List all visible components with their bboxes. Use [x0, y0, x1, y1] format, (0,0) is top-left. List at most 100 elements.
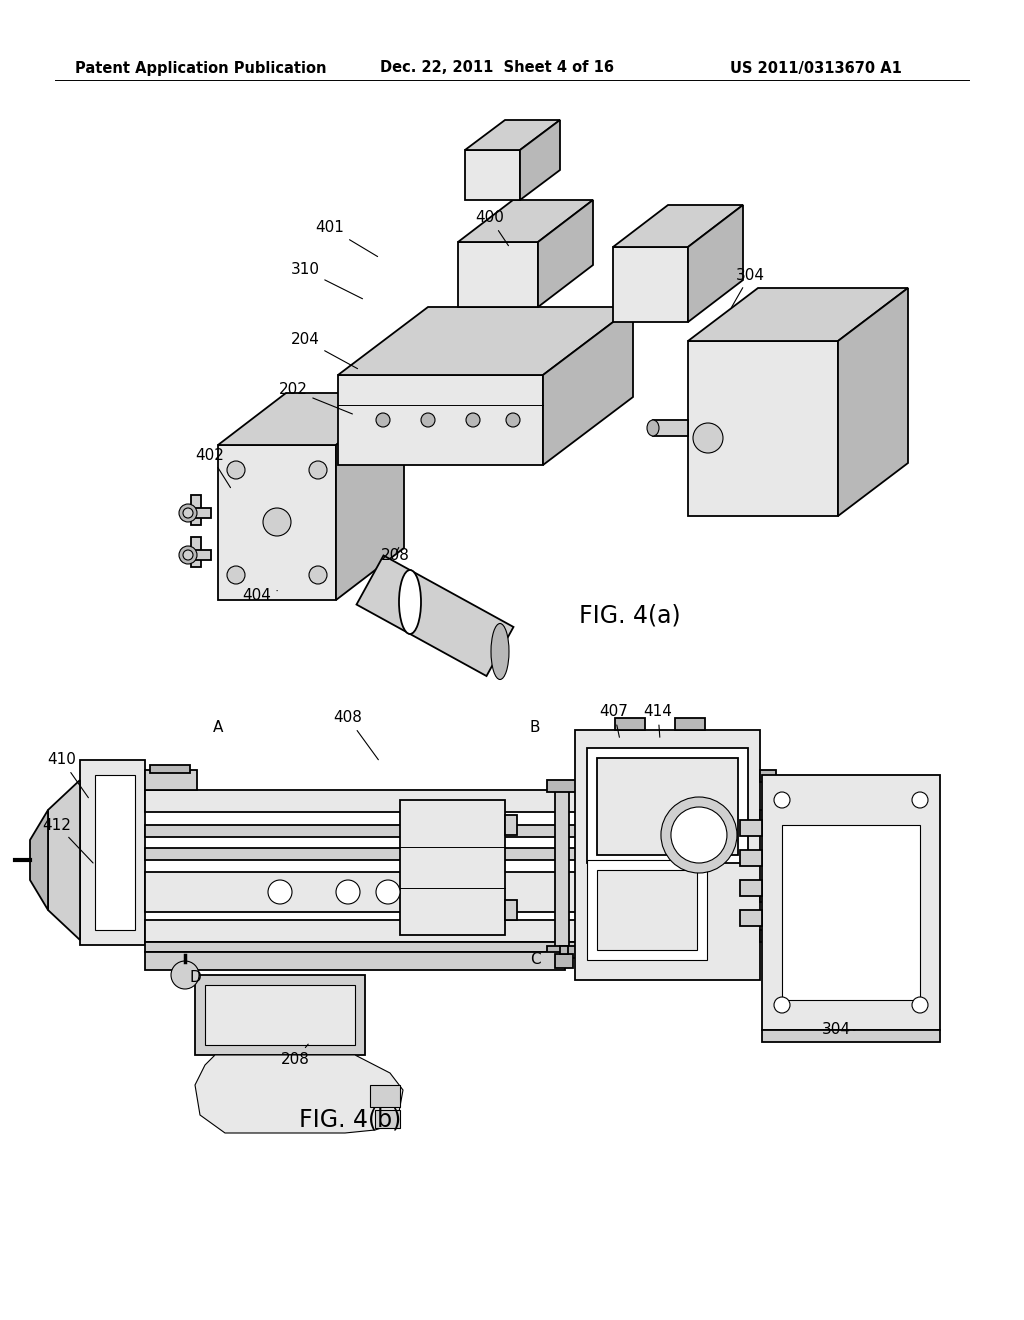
Circle shape: [376, 880, 400, 904]
Circle shape: [179, 546, 197, 564]
Bar: [760, 850, 776, 862]
Bar: [205, 985, 355, 1045]
Bar: [498, 294, 510, 308]
Bar: [505, 814, 517, 836]
Circle shape: [336, 880, 360, 904]
Ellipse shape: [647, 420, 659, 436]
Circle shape: [912, 997, 928, 1012]
Text: FIG. 4(b): FIG. 4(b): [299, 1107, 401, 1133]
Bar: [145, 847, 590, 861]
Text: 202: 202: [279, 383, 352, 414]
Bar: [95, 775, 135, 931]
Bar: [145, 770, 197, 789]
Polygon shape: [653, 420, 688, 436]
Circle shape: [268, 880, 292, 904]
Polygon shape: [688, 288, 908, 341]
Polygon shape: [48, 780, 80, 940]
Bar: [145, 952, 565, 970]
Text: D: D: [189, 970, 201, 986]
Circle shape: [693, 422, 723, 453]
Text: 414: 414: [643, 705, 673, 738]
Bar: [191, 537, 201, 568]
Bar: [505, 900, 517, 920]
Ellipse shape: [490, 623, 509, 680]
Polygon shape: [520, 120, 560, 201]
Circle shape: [660, 797, 737, 873]
Polygon shape: [218, 393, 404, 445]
Circle shape: [227, 566, 245, 583]
Text: Patent Application Publication: Patent Application Publication: [75, 61, 327, 75]
Polygon shape: [613, 247, 688, 322]
Bar: [183, 550, 211, 560]
Circle shape: [912, 792, 928, 808]
Circle shape: [466, 413, 480, 426]
Polygon shape: [688, 341, 838, 516]
Circle shape: [263, 508, 291, 536]
Bar: [191, 495, 201, 525]
Bar: [555, 788, 569, 948]
Bar: [615, 718, 645, 730]
Bar: [762, 775, 940, 1030]
Polygon shape: [356, 556, 513, 676]
Bar: [762, 1030, 940, 1041]
Text: 404: 404: [243, 587, 278, 602]
Bar: [740, 820, 762, 836]
Bar: [150, 766, 190, 774]
Circle shape: [774, 792, 790, 808]
Text: US 2011/0313670 A1: US 2011/0313670 A1: [730, 61, 902, 75]
Text: 408: 408: [334, 710, 378, 760]
Circle shape: [171, 961, 199, 989]
Bar: [468, 294, 480, 308]
Polygon shape: [195, 1055, 403, 1133]
Bar: [560, 946, 568, 954]
Polygon shape: [336, 393, 404, 601]
Bar: [597, 870, 697, 950]
Bar: [555, 954, 573, 968]
Circle shape: [309, 461, 327, 479]
Polygon shape: [218, 445, 336, 601]
Bar: [740, 909, 762, 927]
Bar: [597, 758, 738, 855]
Polygon shape: [688, 205, 743, 322]
Circle shape: [774, 997, 790, 1012]
Text: 407: 407: [600, 705, 629, 738]
Bar: [547, 946, 577, 958]
Text: 412: 412: [43, 817, 93, 863]
Circle shape: [376, 413, 390, 426]
Ellipse shape: [399, 570, 421, 634]
Bar: [195, 975, 365, 1055]
Bar: [523, 294, 535, 308]
Circle shape: [421, 413, 435, 426]
Text: 310: 310: [291, 263, 362, 298]
Circle shape: [309, 566, 327, 583]
Bar: [145, 920, 590, 942]
Polygon shape: [458, 242, 538, 308]
Bar: [760, 810, 776, 822]
Polygon shape: [543, 308, 633, 465]
Text: B: B: [529, 721, 541, 735]
Polygon shape: [458, 201, 593, 242]
Polygon shape: [538, 201, 593, 308]
Circle shape: [183, 508, 193, 517]
Bar: [183, 508, 211, 517]
Text: 402: 402: [196, 447, 230, 487]
Circle shape: [227, 461, 245, 479]
Bar: [370, 1085, 400, 1107]
Bar: [587, 748, 748, 863]
Polygon shape: [465, 150, 520, 201]
Text: A: A: [213, 721, 223, 735]
Bar: [575, 730, 760, 979]
Bar: [760, 890, 776, 902]
Bar: [400, 800, 505, 935]
Polygon shape: [30, 810, 48, 909]
Polygon shape: [338, 375, 543, 465]
Bar: [375, 1110, 400, 1129]
Bar: [740, 880, 762, 896]
Circle shape: [179, 504, 197, 521]
Text: 400: 400: [475, 210, 509, 246]
Polygon shape: [838, 288, 908, 516]
Text: FIG. 4(a): FIG. 4(a): [580, 603, 681, 627]
Text: 410: 410: [47, 752, 88, 797]
Polygon shape: [613, 205, 743, 247]
Bar: [760, 770, 776, 781]
